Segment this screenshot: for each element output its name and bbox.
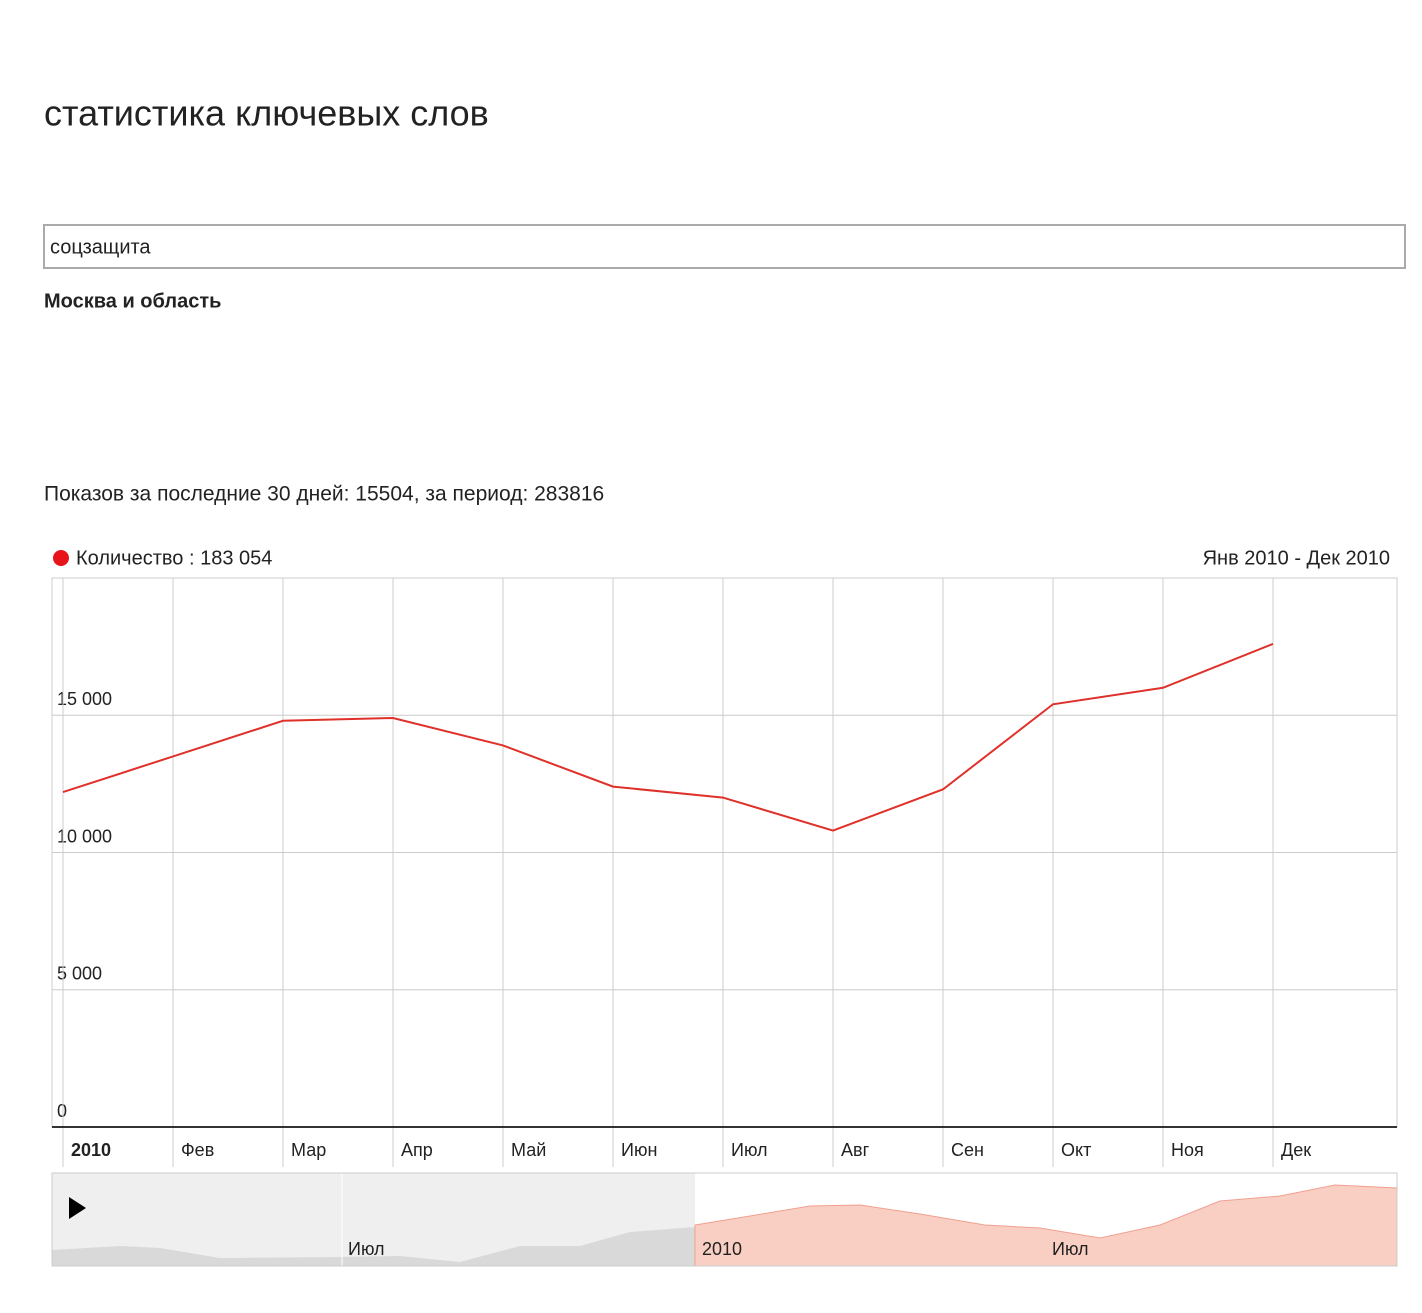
y-tick-label: 5 000: [57, 964, 102, 984]
region: Москва и область: [44, 290, 221, 312]
line: [62, 642, 1274, 832]
x-tick-label: Июл: [731, 1140, 768, 1160]
x-tick-label: Дек: [1281, 1140, 1311, 1160]
navigator-frame: [51, 1172, 1398, 1267]
x-tick-label: Июн: [621, 1140, 657, 1160]
legend: Количество : 183 054: [76, 547, 272, 569]
x-tick-label: Ноя: [1171, 1140, 1204, 1160]
summary: Показов за последние 30 дней: 15504, за …: [44, 483, 604, 506]
x-tick-label: 2010: [71, 1140, 111, 1160]
navigator-label: Июл: [348, 1239, 385, 1259]
y-tick-label: 15 000: [57, 689, 112, 709]
date-range: Янв 2010 - Дек 2010: [1203, 547, 1390, 569]
page-title: статистика ключевых слов: [44, 93, 489, 134]
play-button[interactable]: [69, 1197, 86, 1219]
y-tick-label: 10 000: [57, 826, 112, 846]
x-tick-label: Фев: [181, 1140, 214, 1160]
plot: 0 5 000 10 000 15 000 2010 Фев Мар Апр Май Июн Июл…: [52, 578, 1397, 1167]
navigator-label: Июл: [1052, 1239, 1089, 1259]
x-tick-label: Окт: [1061, 1140, 1091, 1160]
y-tick-label: 0: [57, 1101, 67, 1121]
x-tick-label: Май: [511, 1140, 546, 1160]
search-query[interactable]: соцзащита: [50, 236, 151, 258]
x-tick-label: Мар: [291, 1140, 326, 1160]
navigator-area-out: [52, 1227, 695, 1266]
legend-dot: [53, 550, 69, 566]
search-input[interactable]: [43, 224, 1406, 269]
x-tick-label: Авг: [841, 1140, 870, 1160]
x-tick-label: Сен: [951, 1140, 984, 1160]
navigator-label: 2010: [702, 1239, 742, 1259]
x-tick-label: Апр: [401, 1140, 433, 1160]
